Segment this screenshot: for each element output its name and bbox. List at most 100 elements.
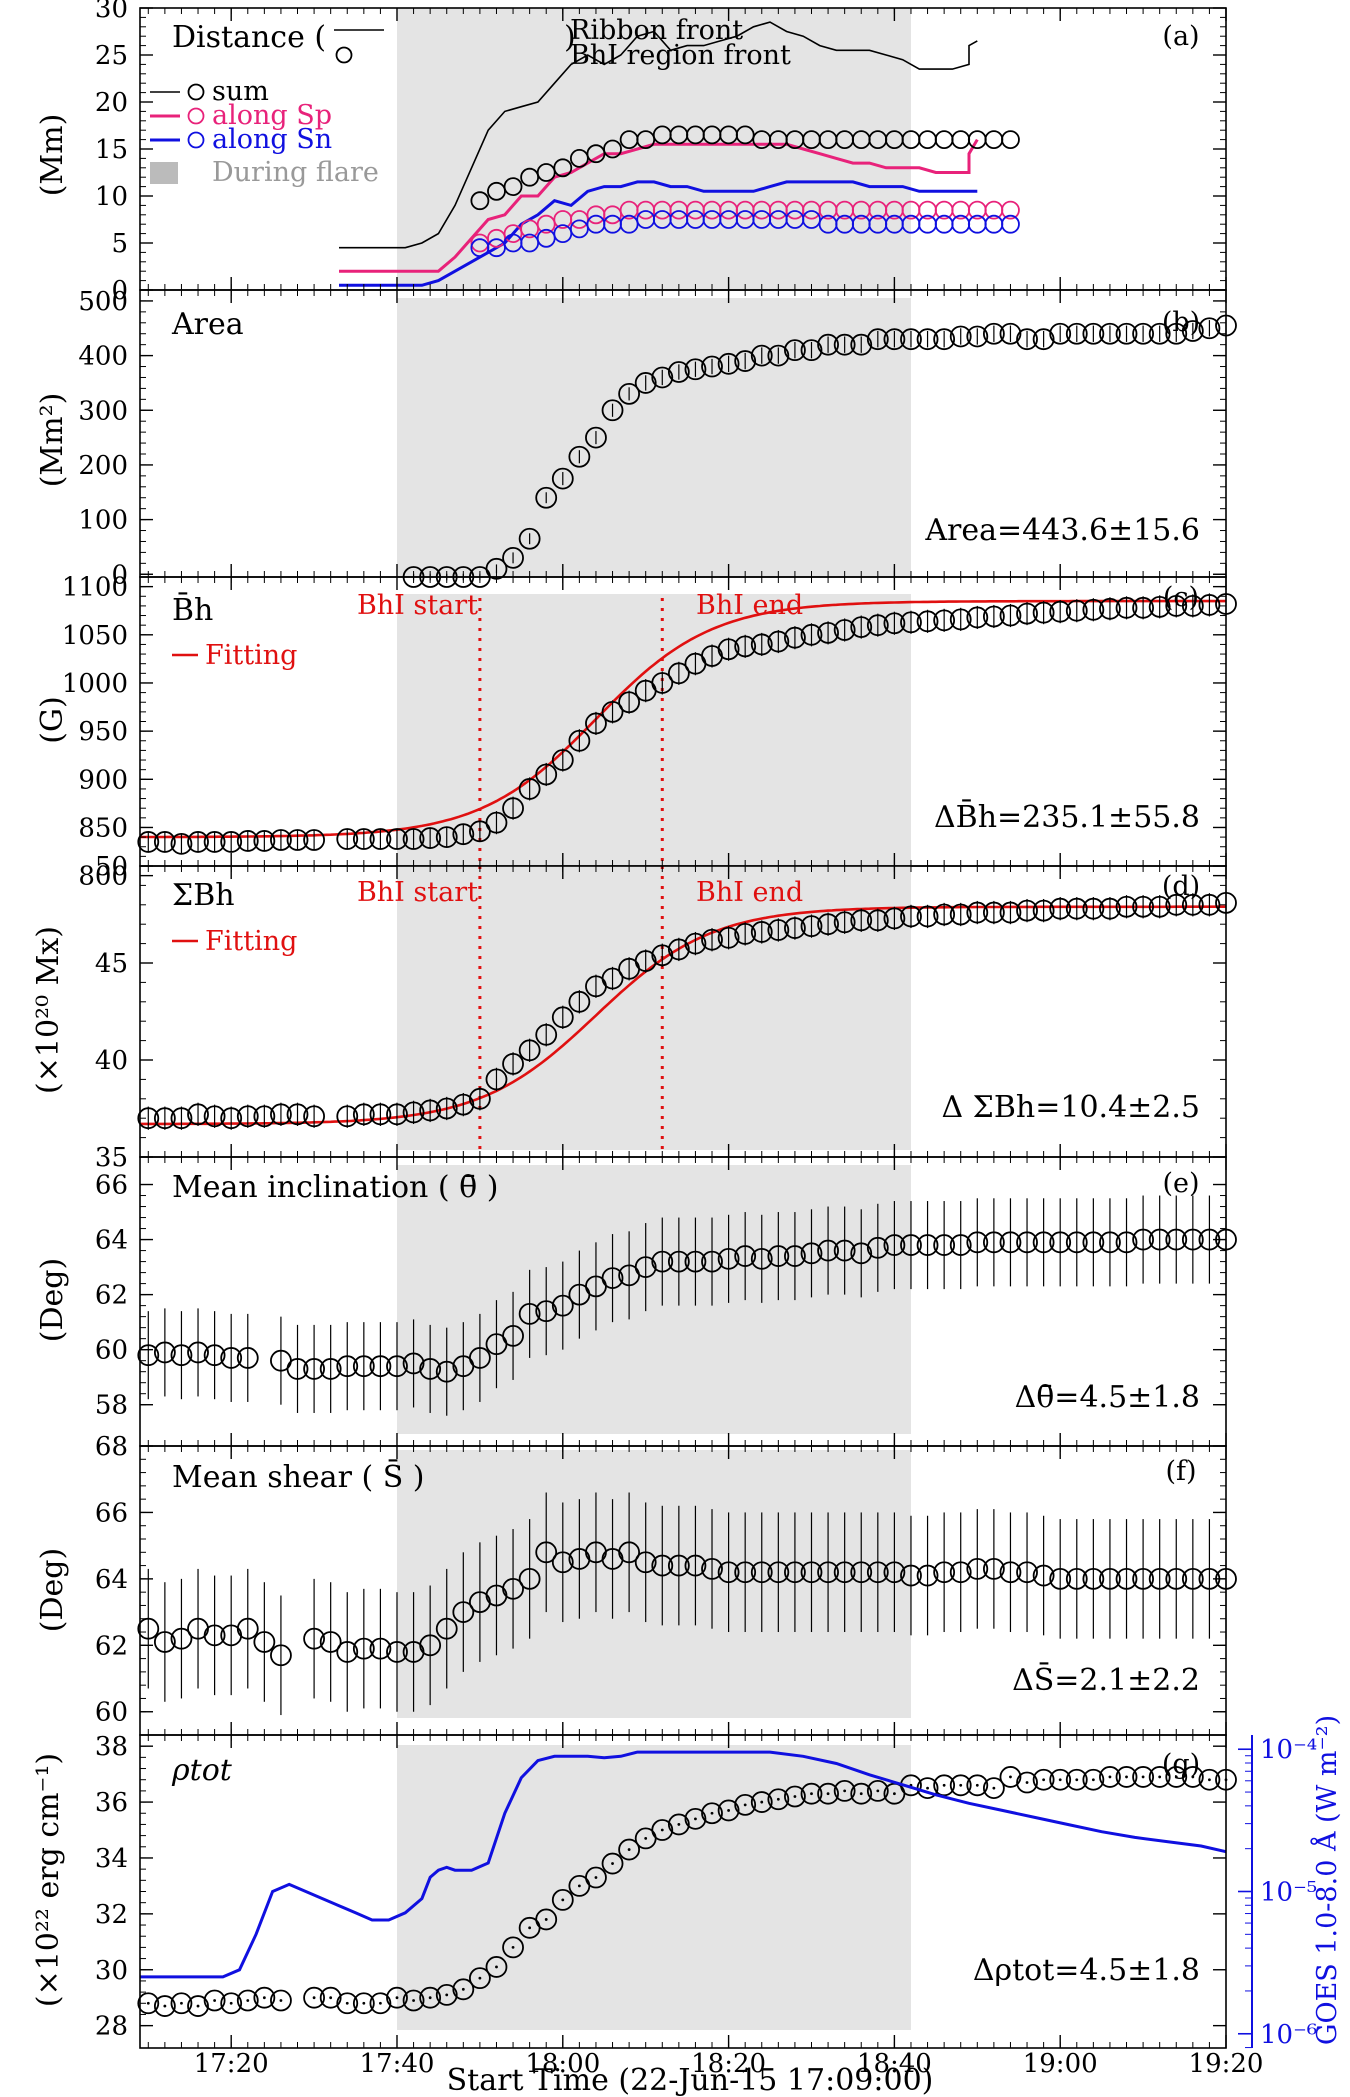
panel-b-flare-shading xyxy=(396,298,911,577)
panel-d: 35 40 45 50 xyxy=(95,852,1237,1173)
panel-g-series-0-point xyxy=(435,1984,458,2006)
panel-g-series-0-point xyxy=(1181,1766,1204,1788)
panel-g-series-0-point-center xyxy=(975,1783,979,1787)
panel-e-series-0-point xyxy=(750,1247,773,1270)
panel-g-series-0-point-center xyxy=(959,1783,963,1787)
panel-b-series-0-point xyxy=(1032,328,1055,351)
panel-c-title: B̄h xyxy=(172,592,213,628)
panel-c-ytick-label: 800 xyxy=(78,862,128,892)
panel-e-series-0-point xyxy=(236,1347,259,1369)
panel-e-series-0-point xyxy=(1016,1231,1038,1254)
legend-circle-0 xyxy=(187,83,205,101)
panel-g-series-1-line xyxy=(140,1750,1227,1979)
panel-f-series-0-point xyxy=(352,1637,375,1660)
panel-e-series-0-point xyxy=(137,1344,160,1367)
panel-d-series-0-point xyxy=(137,1107,160,1130)
legend-key-bhi-label: BhI region front xyxy=(570,40,791,71)
panel-b-series-0-point xyxy=(999,322,1022,345)
panel-d-series-0-point xyxy=(369,1103,392,1126)
panel-d-series-0-point xyxy=(203,1105,226,1128)
panel-g-series-0-point xyxy=(187,1995,209,2017)
panel-g-series-0-point xyxy=(1016,1771,1038,1794)
panel-b-annotation: Area=443.6±15.6 xyxy=(924,513,1200,548)
panel-b: 0 100 200 300 400 500 xyxy=(78,287,1237,590)
panel-d-series-0-point xyxy=(402,1101,425,1124)
panel-d-series-0-point xyxy=(784,917,806,939)
panel-g-series-0-point-center xyxy=(843,1789,847,1793)
panel-g-series-0-point xyxy=(236,1989,259,2012)
panel-g-series-0-point xyxy=(1198,1768,1221,1791)
panel-f-series-0-point xyxy=(236,1617,259,1640)
panel-a-series-4-point xyxy=(1001,200,1020,220)
panel-b-series-0-point xyxy=(850,333,873,356)
panel-f-series-0-point xyxy=(750,1561,773,1584)
panel-g-series-0-point xyxy=(1099,1766,1121,1788)
panel-f-series-0-point xyxy=(1065,1567,1088,1590)
panel-e-series-0-point xyxy=(402,1352,425,1375)
panel-b-series-0-point xyxy=(551,467,574,490)
panel-f-annotation: ΔS̄=2.1±2.2 xyxy=(1012,1662,1200,1698)
panel-g-series-0-point-center xyxy=(760,1800,764,1804)
panel-e-series-0-point xyxy=(419,1358,442,1380)
panel-f-series-0 xyxy=(137,1492,1237,1716)
panel-d-legend-fitting: Fitting xyxy=(205,926,297,957)
panel-e-ytick-label: 66 xyxy=(95,1171,128,1201)
panel-c-series-0-point xyxy=(651,672,674,694)
panel-f-series-0-point xyxy=(1181,1567,1204,1590)
panel-d-series-0-point xyxy=(535,1023,558,1046)
panel-e-series-0-point xyxy=(286,1358,309,1380)
panel-g-series-0-point-center xyxy=(412,1999,415,2002)
panel-b-series-0-point xyxy=(667,361,690,383)
panel-f-series-0-point xyxy=(883,1561,906,1584)
panel-e-series-0 xyxy=(137,1195,1237,1416)
x-tick-label: 19:00 xyxy=(1023,2049,1098,2079)
panel-c-series-0-point xyxy=(286,829,309,851)
panel-e-series-0-point xyxy=(966,1231,989,1254)
x-tick-label: 19:20 xyxy=(1189,2049,1264,2079)
panel-c-series-0-point xyxy=(485,811,508,834)
panel-c-series-0-point xyxy=(667,662,690,685)
panel-g-series-0-point-center xyxy=(428,1996,432,2000)
panel-b-series-0-point xyxy=(618,382,641,405)
panel-g-series-0-point xyxy=(485,1956,508,1978)
panel-f-series-0-point xyxy=(701,1558,723,1580)
panel-a-series-4 xyxy=(470,200,1020,253)
panel-e-series-0-point xyxy=(767,1245,790,1267)
panel-d-series-0-point xyxy=(601,967,624,990)
panel-g-series-0-point-center xyxy=(1191,1775,1195,1779)
panel-b-ytick-label: 200 xyxy=(78,451,128,481)
panel-g-series-0-point xyxy=(1032,1768,1055,1791)
panel-b-ytick-label: 500 xyxy=(78,287,128,317)
panel-d-ytick-label: 35 xyxy=(95,1143,128,1173)
panel-a-series-5-point xyxy=(1001,214,1020,234)
panel-d-series-0-point xyxy=(916,905,939,928)
panel-g-series-0-point-center xyxy=(213,1999,217,2002)
panel-c-series-0-point xyxy=(982,605,1005,628)
panel-f-series-0-point xyxy=(1016,1561,1038,1584)
panel-f-series-0-point xyxy=(684,1554,707,1577)
panel-d-series-0-point xyxy=(1132,895,1154,918)
panel-g-series-0-point-center xyxy=(279,1999,283,2002)
panel-f-series-0-point xyxy=(386,1641,408,1663)
panel-f-series-0-point xyxy=(784,1561,806,1584)
panel-f-series-0-point xyxy=(734,1561,757,1584)
panel-f-series-0-point xyxy=(717,1561,740,1584)
panel-d-series-0-point xyxy=(1181,893,1204,916)
panel-b-title: Area xyxy=(171,307,244,342)
panel-g-series-0-point xyxy=(170,1992,193,2015)
panel-a-ytick-label: 5 xyxy=(111,229,128,259)
panel-g-series-0-point-center xyxy=(743,1803,747,1807)
panel-g-series-0-point-center xyxy=(892,1792,896,1796)
panel-f-tag: (f) xyxy=(1165,1456,1196,1487)
panel-g-series-0-point-center xyxy=(528,1926,532,1930)
panel-e-ytick-label: 58 xyxy=(95,1391,128,1421)
panel-c-ytick-label: 1100 xyxy=(62,573,128,603)
panel-a-series-3-point xyxy=(1001,130,1020,150)
panel-f-series-0-point xyxy=(1032,1564,1055,1587)
panel-b-series-0-point xyxy=(949,325,972,348)
panel-a-series-0-line xyxy=(339,21,978,249)
panel-g-series-0-point-center xyxy=(776,1797,780,1801)
panel-c-series-0-point xyxy=(352,828,375,850)
panel-g-series-0-point xyxy=(601,1852,624,1875)
panel-g-series-0-point-center xyxy=(627,1848,631,1851)
